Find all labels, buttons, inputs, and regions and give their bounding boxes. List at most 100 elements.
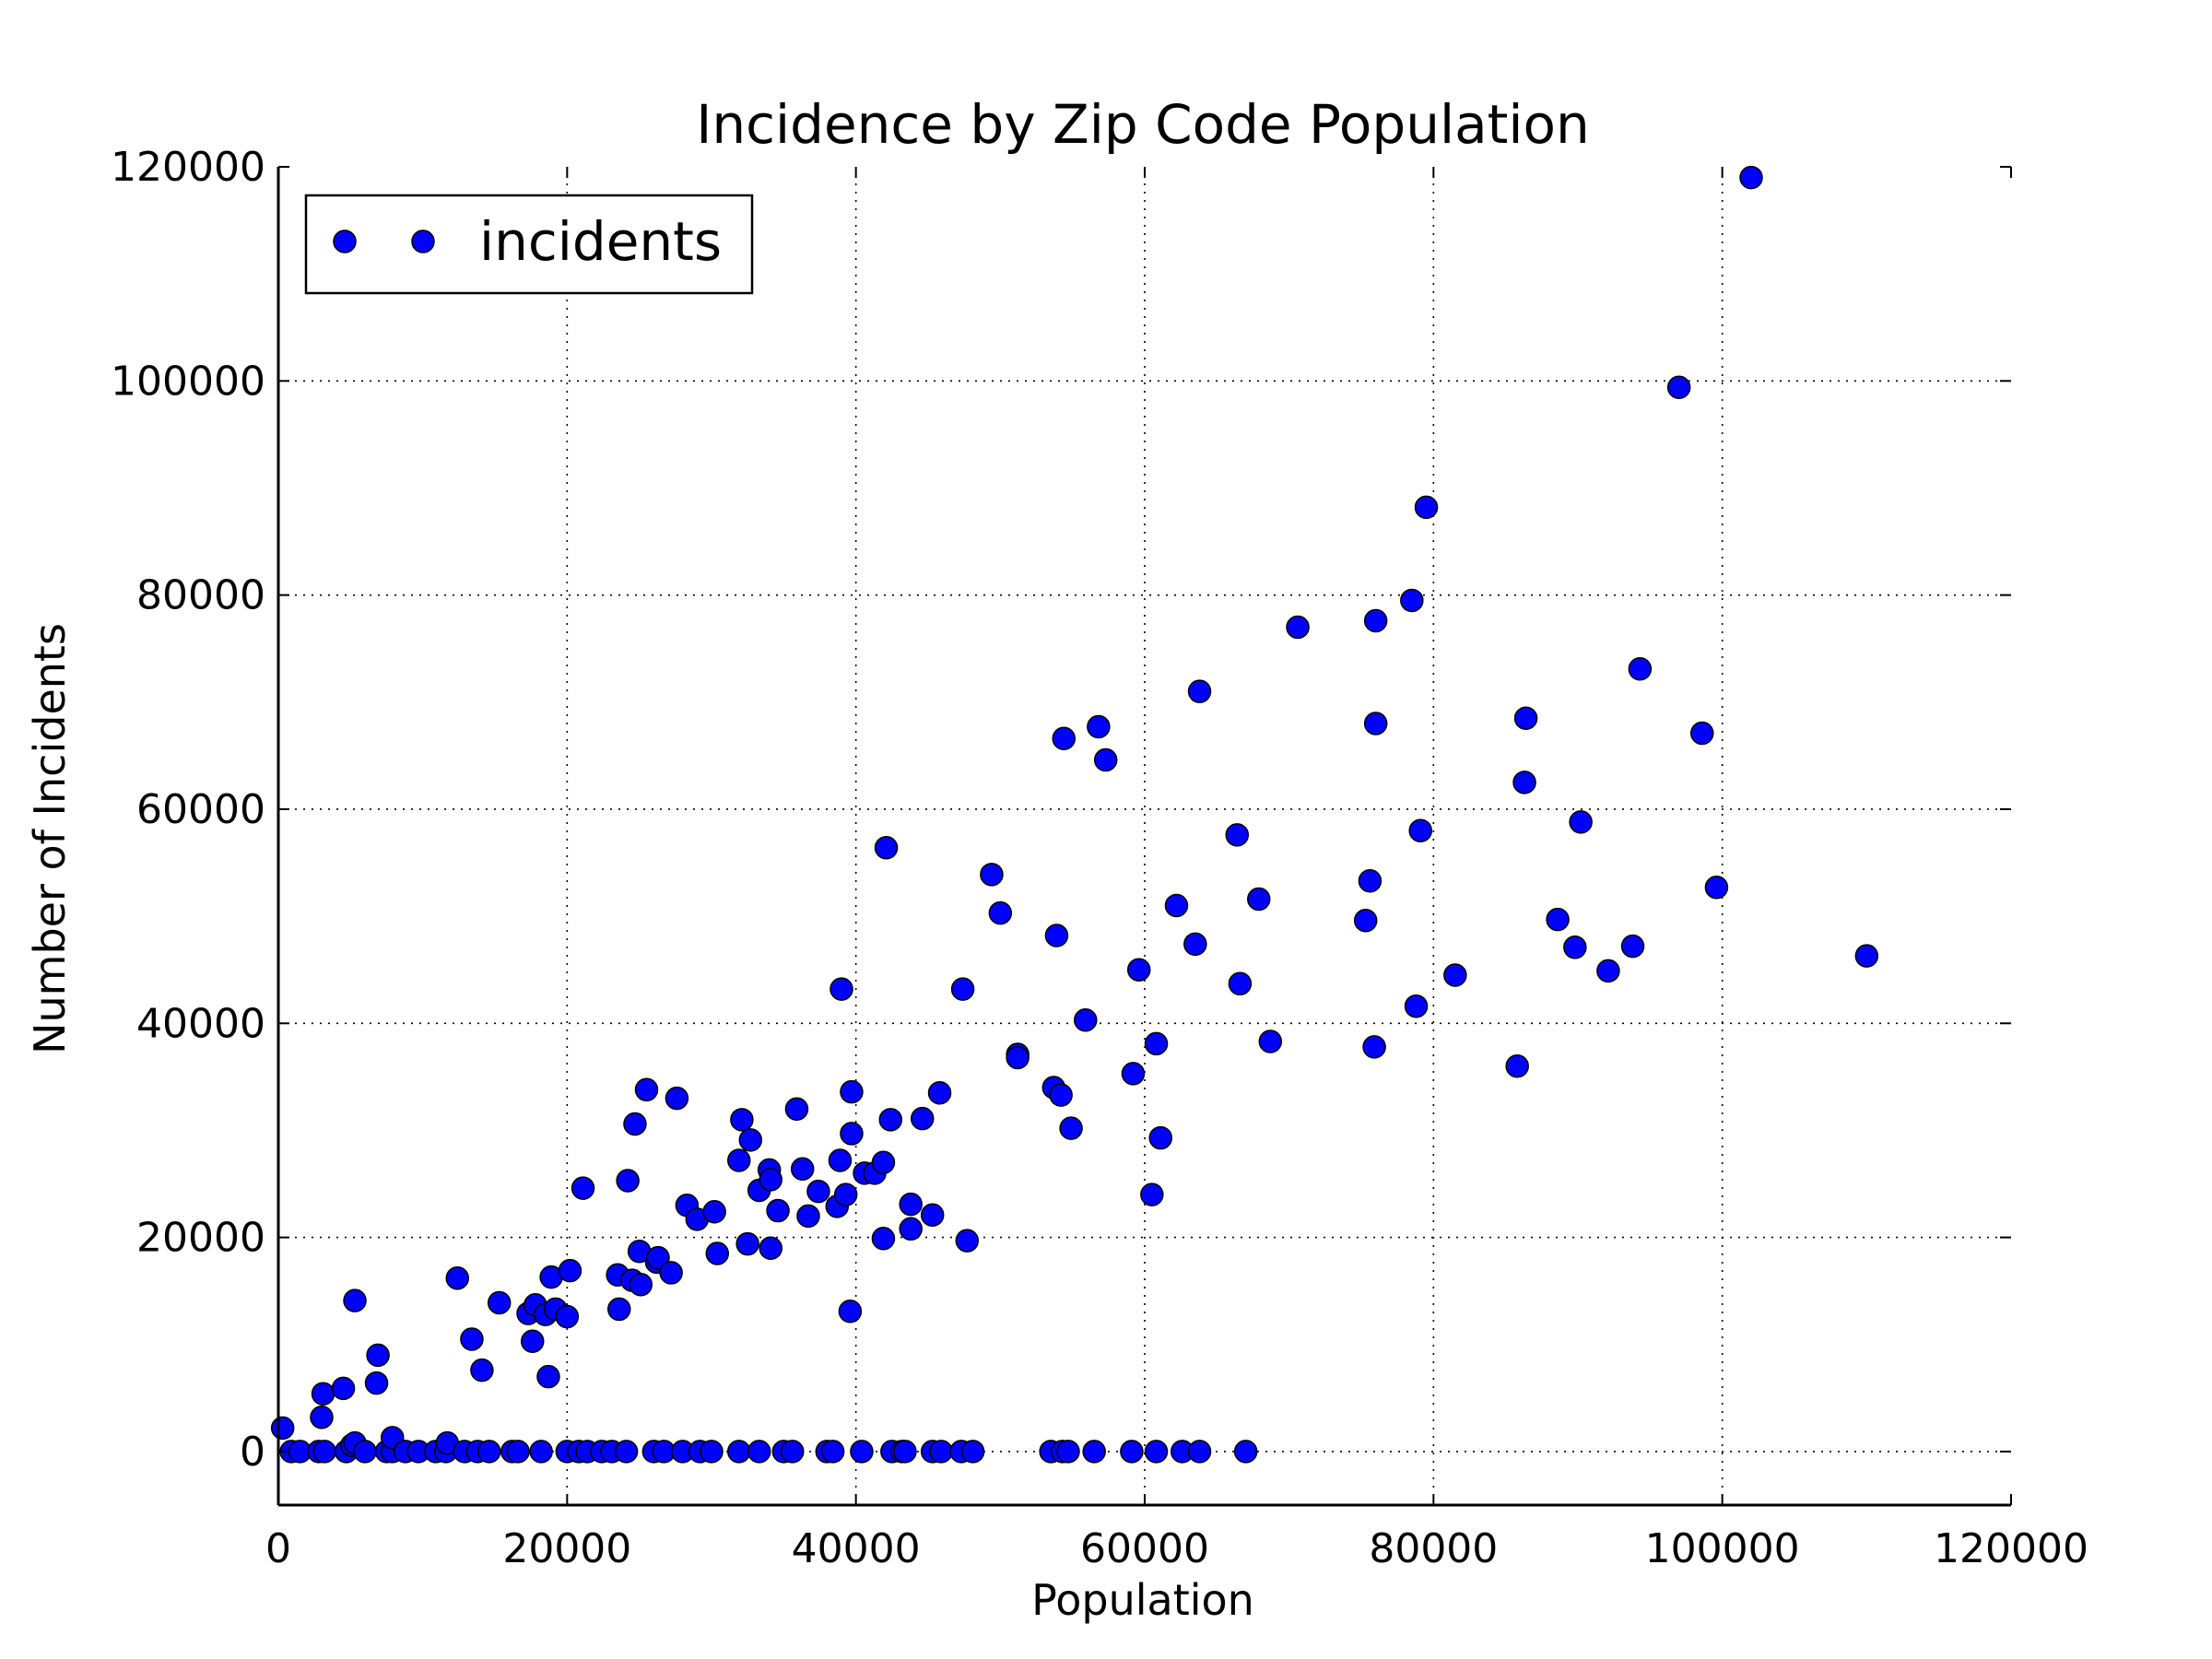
data-point <box>1362 1035 1386 1059</box>
data-point <box>955 1229 980 1253</box>
data-point <box>988 900 1013 925</box>
data-point <box>1628 657 1653 681</box>
data-point <box>738 1128 763 1152</box>
tick-labels: 0 20000 40000 60000 80000 100000 120000 0 20000 4… <box>111 144 2088 1572</box>
data-point <box>1505 1053 1529 1078</box>
x-tick-label: 80000 <box>1369 1525 1498 1572</box>
data-point <box>1228 971 1253 996</box>
data-point <box>784 1097 809 1121</box>
grid <box>278 167 2011 1505</box>
data-point <box>536 1364 560 1389</box>
data-point <box>353 1440 377 1464</box>
data-point <box>828 1148 853 1172</box>
data-points <box>270 165 1879 1464</box>
data-point <box>850 1440 874 1464</box>
data-point <box>1052 726 1077 751</box>
data-point <box>1563 935 1587 959</box>
data-point <box>1144 1440 1169 1464</box>
data-point <box>1546 907 1570 932</box>
data-point <box>747 1440 771 1464</box>
chart-title: Incidence by Zip Code Population <box>696 93 1589 156</box>
data-point <box>1148 1125 1172 1150</box>
data-point <box>705 1241 730 1265</box>
data-point <box>1512 771 1536 794</box>
data-point <box>1854 944 1879 968</box>
data-point <box>950 977 975 1001</box>
data-point <box>920 1203 945 1227</box>
data-point <box>1513 706 1538 730</box>
data-point <box>487 1290 512 1315</box>
data-point <box>960 1440 985 1464</box>
data-point <box>1353 909 1378 933</box>
y-tick-label: 60000 <box>136 786 265 833</box>
x-tick-label: 40000 <box>792 1525 921 1572</box>
data-point <box>893 1440 917 1464</box>
data-point <box>833 1182 858 1206</box>
legend-marker <box>333 229 357 253</box>
data-point <box>629 1272 653 1297</box>
data-point <box>1363 712 1388 735</box>
data-point <box>1183 932 1207 957</box>
data-point <box>331 1376 356 1401</box>
data-point <box>506 1440 530 1464</box>
data-point <box>878 1108 903 1132</box>
data-point <box>1006 1045 1030 1070</box>
data-point <box>730 1108 754 1132</box>
data-point <box>871 1150 896 1175</box>
data-point <box>1408 818 1432 842</box>
data-point <box>1093 747 1118 772</box>
data-point <box>634 1077 659 1102</box>
data-point <box>614 1440 639 1464</box>
data-point <box>366 1343 390 1368</box>
data-point <box>270 1416 295 1441</box>
data-point <box>759 1236 782 1260</box>
data-point <box>1400 588 1424 613</box>
data-point <box>364 1371 389 1395</box>
data-point <box>311 1382 335 1406</box>
data-point <box>840 1122 864 1146</box>
legend-label: incidents <box>479 210 722 273</box>
data-point <box>1082 1440 1106 1464</box>
data-point <box>646 1245 670 1270</box>
data-point <box>343 1288 367 1312</box>
data-point <box>727 1148 751 1172</box>
y-tick-label: 120000 <box>111 144 265 191</box>
legend-marker <box>411 229 435 253</box>
data-point <box>899 1217 923 1241</box>
data-point <box>1286 615 1310 640</box>
x-axis-label: Population <box>1031 1575 1254 1625</box>
data-point <box>780 1440 805 1464</box>
data-point <box>1739 165 1763 190</box>
data-point <box>980 863 1004 887</box>
data-point <box>927 1081 952 1105</box>
data-point <box>1121 1062 1146 1086</box>
data-point <box>1187 1440 1212 1464</box>
data-point <box>477 1440 501 1464</box>
data-point <box>700 1440 724 1464</box>
data-point <box>310 1405 334 1430</box>
data-point <box>790 1157 815 1182</box>
data-point <box>1144 1031 1169 1056</box>
y-tick-label: 80000 <box>136 572 265 619</box>
data-point <box>1689 721 1714 746</box>
data-point <box>766 1198 790 1223</box>
data-point <box>445 1265 470 1290</box>
data-point <box>1258 1030 1283 1053</box>
data-point <box>1074 1008 1098 1032</box>
data-point <box>1620 934 1645 959</box>
data-point <box>838 1300 863 1324</box>
y-axis-label: Number of Incidents <box>25 623 75 1054</box>
data-point <box>820 1440 845 1464</box>
data-point <box>558 1258 582 1283</box>
data-point <box>470 1358 494 1382</box>
data-point <box>727 1440 751 1464</box>
data-point <box>1569 810 1593 834</box>
data-point <box>910 1106 935 1131</box>
x-tick-label: 20000 <box>502 1525 631 1572</box>
data-point <box>1363 608 1388 633</box>
data-point <box>1225 823 1250 847</box>
data-point <box>759 1168 782 1192</box>
data-point <box>1164 893 1189 918</box>
data-point <box>623 1112 647 1136</box>
